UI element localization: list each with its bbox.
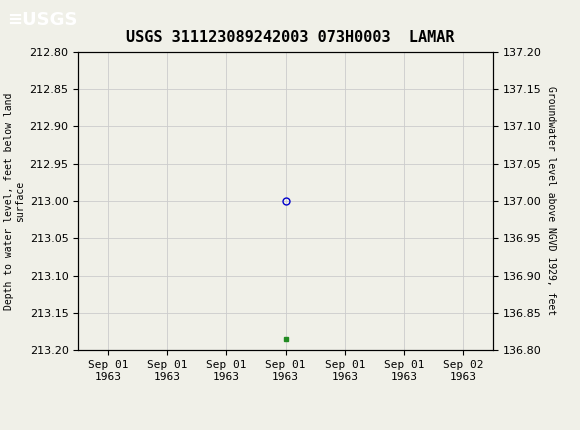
Text: USGS 311123089242003 073H0003  LAMAR: USGS 311123089242003 073H0003 LAMAR (126, 30, 454, 45)
Y-axis label: Groundwater level above NGVD 1929, feet: Groundwater level above NGVD 1929, feet (546, 86, 556, 316)
Y-axis label: Depth to water level, feet below land
surface: Depth to water level, feet below land su… (4, 92, 26, 310)
Text: ≡USGS: ≡USGS (7, 11, 78, 29)
